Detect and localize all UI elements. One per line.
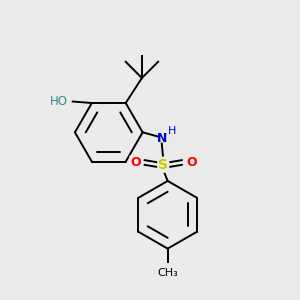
Text: HO: HO [50, 95, 68, 108]
Text: CH₃: CH₃ [157, 268, 178, 278]
Text: S: S [158, 158, 168, 172]
Text: H: H [168, 126, 176, 136]
Text: N: N [157, 132, 167, 145]
Text: O: O [130, 156, 141, 169]
Text: O: O [186, 156, 196, 169]
